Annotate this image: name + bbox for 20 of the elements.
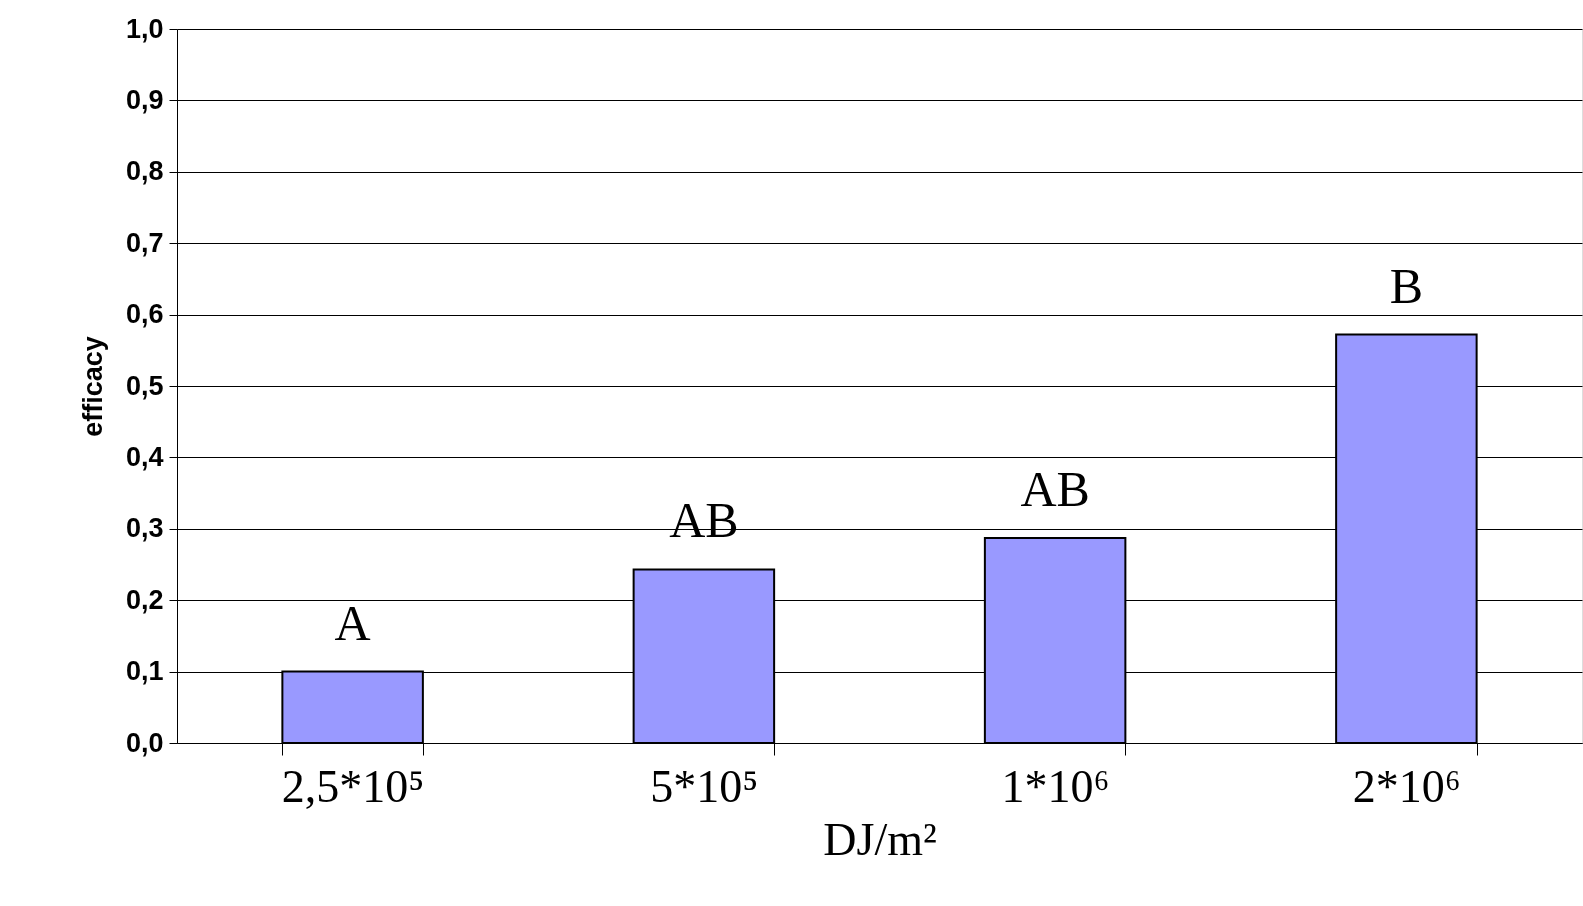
y-tick-label: 0,0 [125, 727, 164, 758]
y-tick-label: 0,6 [125, 299, 164, 330]
x-tick-label: 5*10⁵ [650, 760, 759, 812]
y-axis-title: efficacy [77, 336, 108, 437]
x-tick-label: 2*10⁶ [1352, 760, 1461, 812]
annotation: A [334, 594, 371, 651]
x-tick-label: 2,5*10⁵ [281, 760, 425, 812]
y-tick-label: 0,5 [125, 370, 164, 401]
x-axis-title: DJ/m² [823, 813, 937, 865]
y-tick-label: 0,7 [125, 227, 164, 258]
y-tick-label: 0,4 [125, 441, 164, 472]
y-tick-label: 0,1 [125, 656, 164, 687]
annotation: B [1389, 257, 1424, 314]
y-tick-label: 0,2 [125, 584, 164, 615]
annotation: AB [1020, 461, 1090, 518]
y-tick-label: 0,9 [125, 84, 164, 115]
y-tick-label: 0,8 [125, 156, 164, 187]
y-tick-label: 0,3 [125, 513, 164, 544]
x-tick-label: 1*10⁶ [1001, 760, 1110, 812]
y-tick-label: 1,0 [125, 13, 164, 44]
